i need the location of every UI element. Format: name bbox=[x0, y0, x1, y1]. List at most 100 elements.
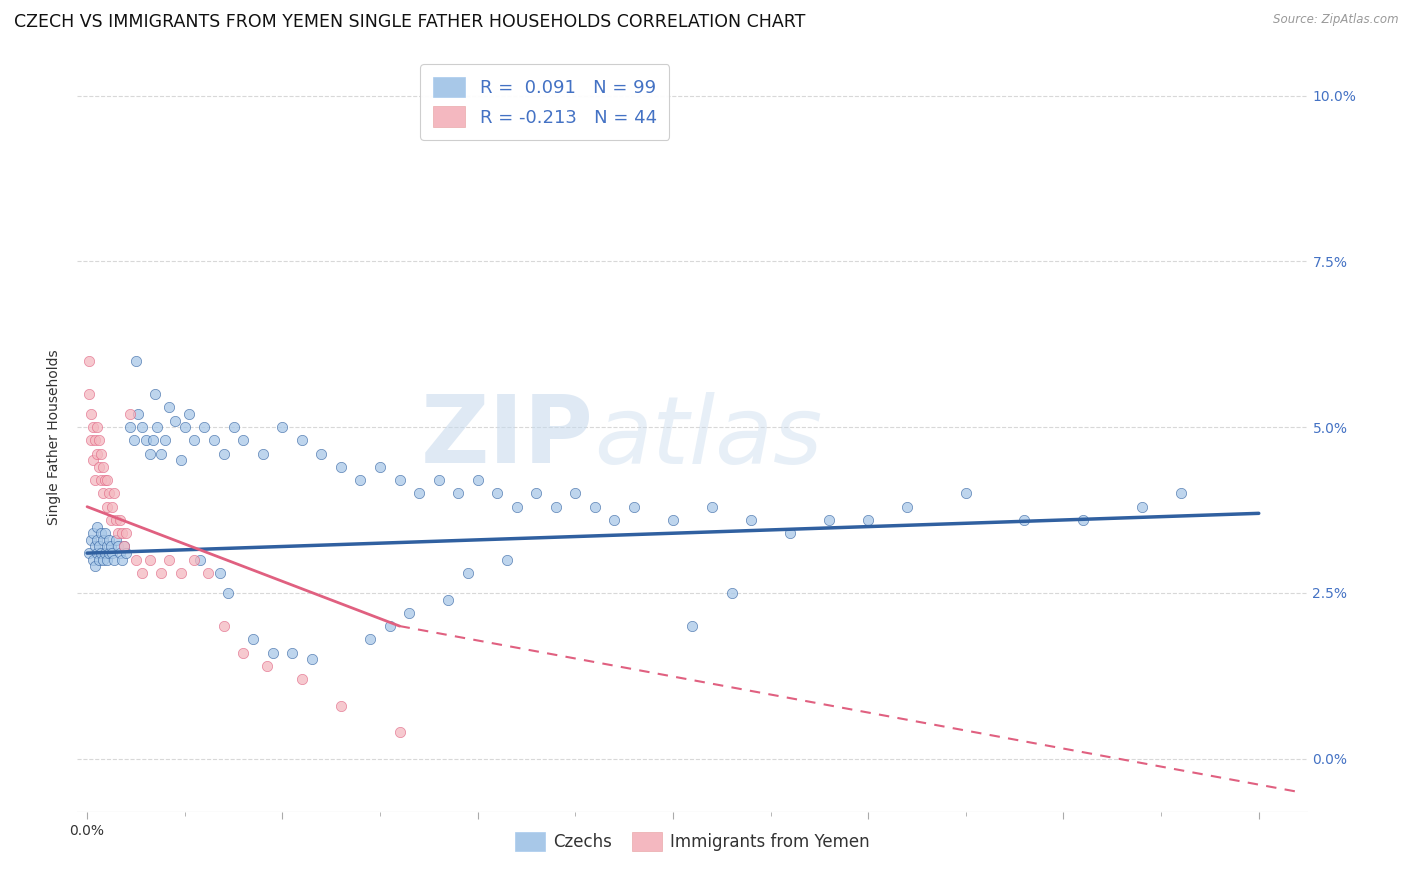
Point bbox=[359, 632, 381, 647]
Point bbox=[138, 553, 160, 567]
Point bbox=[87, 434, 110, 448]
Point bbox=[82, 420, 104, 434]
Point bbox=[86, 420, 108, 434]
Point bbox=[93, 526, 115, 541]
Point bbox=[291, 434, 314, 448]
Point bbox=[311, 447, 333, 461]
Point bbox=[120, 420, 141, 434]
Point bbox=[170, 453, 193, 467]
Point bbox=[524, 486, 547, 500]
Point bbox=[91, 533, 114, 547]
Point bbox=[77, 546, 100, 560]
Point bbox=[183, 553, 205, 567]
Point bbox=[202, 434, 225, 448]
Point bbox=[163, 413, 186, 427]
Point bbox=[86, 519, 108, 533]
Point bbox=[217, 586, 239, 600]
Point bbox=[93, 473, 115, 487]
Point bbox=[112, 540, 135, 554]
Point bbox=[90, 447, 112, 461]
Point bbox=[131, 420, 153, 434]
Point bbox=[467, 473, 489, 487]
Point bbox=[138, 447, 160, 461]
Point bbox=[955, 486, 977, 500]
Point bbox=[197, 566, 219, 580]
Point bbox=[77, 354, 100, 368]
Point bbox=[86, 533, 108, 547]
Point bbox=[91, 553, 114, 567]
Point bbox=[96, 553, 118, 567]
Point bbox=[188, 553, 212, 567]
Point bbox=[146, 420, 169, 434]
Point bbox=[84, 540, 107, 554]
Point bbox=[150, 566, 173, 580]
Point bbox=[157, 401, 180, 415]
Point bbox=[262, 646, 284, 660]
Point bbox=[330, 459, 353, 474]
Point bbox=[170, 566, 193, 580]
Point bbox=[84, 434, 107, 448]
Text: CZECH VS IMMIGRANTS FROM YEMEN SINGLE FATHER HOUSEHOLDS CORRELATION CHART: CZECH VS IMMIGRANTS FROM YEMEN SINGLE FA… bbox=[14, 13, 806, 31]
Point bbox=[603, 513, 626, 527]
Point bbox=[87, 553, 110, 567]
Point bbox=[583, 500, 606, 514]
Point bbox=[222, 420, 245, 434]
Point bbox=[447, 486, 470, 500]
Point bbox=[107, 540, 129, 554]
Point bbox=[91, 486, 114, 500]
Point bbox=[131, 566, 153, 580]
Point bbox=[103, 553, 125, 567]
Point bbox=[193, 420, 215, 434]
Point bbox=[157, 553, 180, 567]
Point bbox=[101, 500, 124, 514]
Point bbox=[80, 407, 103, 421]
Point bbox=[398, 606, 420, 620]
Point bbox=[87, 459, 110, 474]
Point bbox=[80, 533, 103, 547]
Point bbox=[84, 559, 107, 574]
Point bbox=[301, 652, 323, 666]
Point bbox=[82, 526, 104, 541]
Point bbox=[82, 553, 104, 567]
Point bbox=[91, 459, 114, 474]
Point bbox=[662, 513, 685, 527]
Point bbox=[86, 447, 108, 461]
Legend: Czechs, Immigrants from Yemen: Czechs, Immigrants from Yemen bbox=[506, 823, 879, 860]
Point bbox=[427, 473, 450, 487]
Point bbox=[80, 434, 103, 448]
Point bbox=[408, 486, 430, 500]
Point bbox=[87, 540, 110, 554]
Point bbox=[349, 473, 371, 487]
Point bbox=[96, 473, 118, 487]
Point bbox=[177, 407, 200, 421]
Point bbox=[93, 546, 115, 560]
Point bbox=[486, 486, 509, 500]
Point bbox=[96, 540, 118, 554]
Point bbox=[127, 407, 149, 421]
Point bbox=[252, 447, 274, 461]
Point bbox=[720, 586, 742, 600]
Point bbox=[105, 533, 128, 547]
Point bbox=[84, 473, 107, 487]
Point bbox=[90, 473, 112, 487]
Point bbox=[506, 500, 529, 514]
Point bbox=[115, 546, 138, 560]
Point bbox=[437, 592, 460, 607]
Point bbox=[90, 546, 112, 560]
Point bbox=[378, 619, 401, 633]
Point bbox=[111, 553, 134, 567]
Point bbox=[208, 566, 231, 580]
Point bbox=[368, 459, 391, 474]
Point bbox=[256, 658, 278, 673]
Point bbox=[858, 513, 880, 527]
Point bbox=[896, 500, 918, 514]
Point bbox=[105, 513, 128, 527]
Point bbox=[281, 646, 304, 660]
Point bbox=[100, 513, 122, 527]
Point bbox=[115, 526, 138, 541]
Point bbox=[122, 434, 145, 448]
Point bbox=[330, 698, 353, 713]
Point bbox=[242, 632, 264, 647]
Point bbox=[155, 434, 177, 448]
Point bbox=[388, 725, 411, 739]
